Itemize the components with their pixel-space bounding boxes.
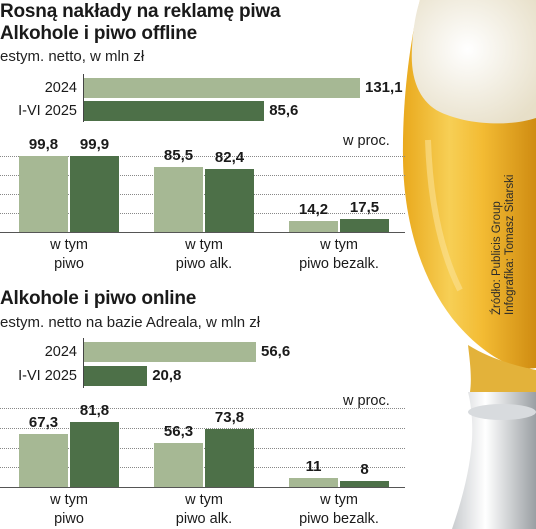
bar <box>340 480 389 487</box>
baseline <box>0 487 405 488</box>
bar-value-label: 73,8 <box>214 408 245 426</box>
bar <box>340 218 389 232</box>
gridline <box>0 427 405 429</box>
category-label: w tym <box>320 492 358 508</box>
bar <box>154 442 203 487</box>
bar <box>84 342 256 362</box>
section-2-title: Alkohole i piwo online <box>0 288 197 309</box>
bar-category-label: 2024 <box>44 344 77 360</box>
bar <box>84 366 148 386</box>
credit-line: Infografika: Tomasz Sitarski <box>504 174 516 315</box>
axis-line <box>83 338 84 388</box>
bar-category-label: I-VI 2025 <box>18 368 77 384</box>
bar-value-label: 17,5 <box>349 198 380 216</box>
category-label: w tym <box>320 237 358 253</box>
axis-line <box>83 74 84 122</box>
bar <box>84 78 360 98</box>
bar <box>70 156 119 232</box>
bar-category-label: I-VI 2025 <box>18 103 77 119</box>
bar <box>84 101 265 121</box>
gridline <box>0 156 405 157</box>
bar-value-label: 11 <box>305 458 322 476</box>
bar-value-label: 8 <box>360 460 369 478</box>
category-label: w tym <box>50 237 88 253</box>
bar-value-label: 99,9 <box>79 136 110 154</box>
bar-value-label: 85,5 <box>163 147 194 165</box>
source-line: Źródło: Publicis Group <box>491 201 503 315</box>
category-label: w tym <box>185 237 223 253</box>
bar <box>19 433 68 487</box>
bar-value-label: 99,8 <box>28 136 59 154</box>
bar-value-label: 56,3 <box>163 422 194 440</box>
bar <box>19 156 68 232</box>
baseline <box>0 232 405 233</box>
category-label: piwo alk. <box>175 511 233 527</box>
category-label: w tym <box>185 492 223 508</box>
bar-value-label: 20,8 <box>152 367 182 384</box>
offline-share-unit: w proc. <box>343 133 390 149</box>
headline: Rosną nakłady na reklamę piwa <box>0 1 281 22</box>
bar-value-label: 56,6 <box>261 343 291 360</box>
source-note: Źródło: Publicis Group Infografika: Toma… <box>491 175 517 315</box>
bar <box>205 169 254 232</box>
bar-value-label: 85,6 <box>269 102 299 119</box>
category-label: piwo bezalk. <box>299 511 379 527</box>
bar-value-label: 67,3 <box>28 413 59 431</box>
bar <box>289 478 338 487</box>
bar <box>289 221 338 232</box>
online-share-unit: w proc. <box>343 393 390 409</box>
bar-value-label: 14,2 <box>298 201 329 219</box>
category-label: w tym <box>50 492 88 508</box>
section-1-title: Alkohole i piwo offline <box>0 23 198 44</box>
bar-value-label: 131,1 <box>365 79 403 96</box>
bar <box>70 422 119 487</box>
bar <box>154 167 203 232</box>
section-1-subtitle: estym. netto, w mln zł <box>0 48 145 65</box>
bar-value-label: 82,4 <box>214 149 245 167</box>
bar-category-label: 2024 <box>44 80 77 96</box>
category-label: piwo <box>54 511 84 527</box>
bar <box>205 428 254 487</box>
category-label: piwo alk. <box>175 256 233 272</box>
category-label: piwo <box>54 256 84 272</box>
bar-value-label: 81,8 <box>79 402 110 420</box>
gridline <box>0 408 405 409</box>
section-2-subtitle: estym. netto na bazie Adreala, w mln zł <box>0 314 261 331</box>
category-label: piwo bezalk. <box>299 256 379 272</box>
